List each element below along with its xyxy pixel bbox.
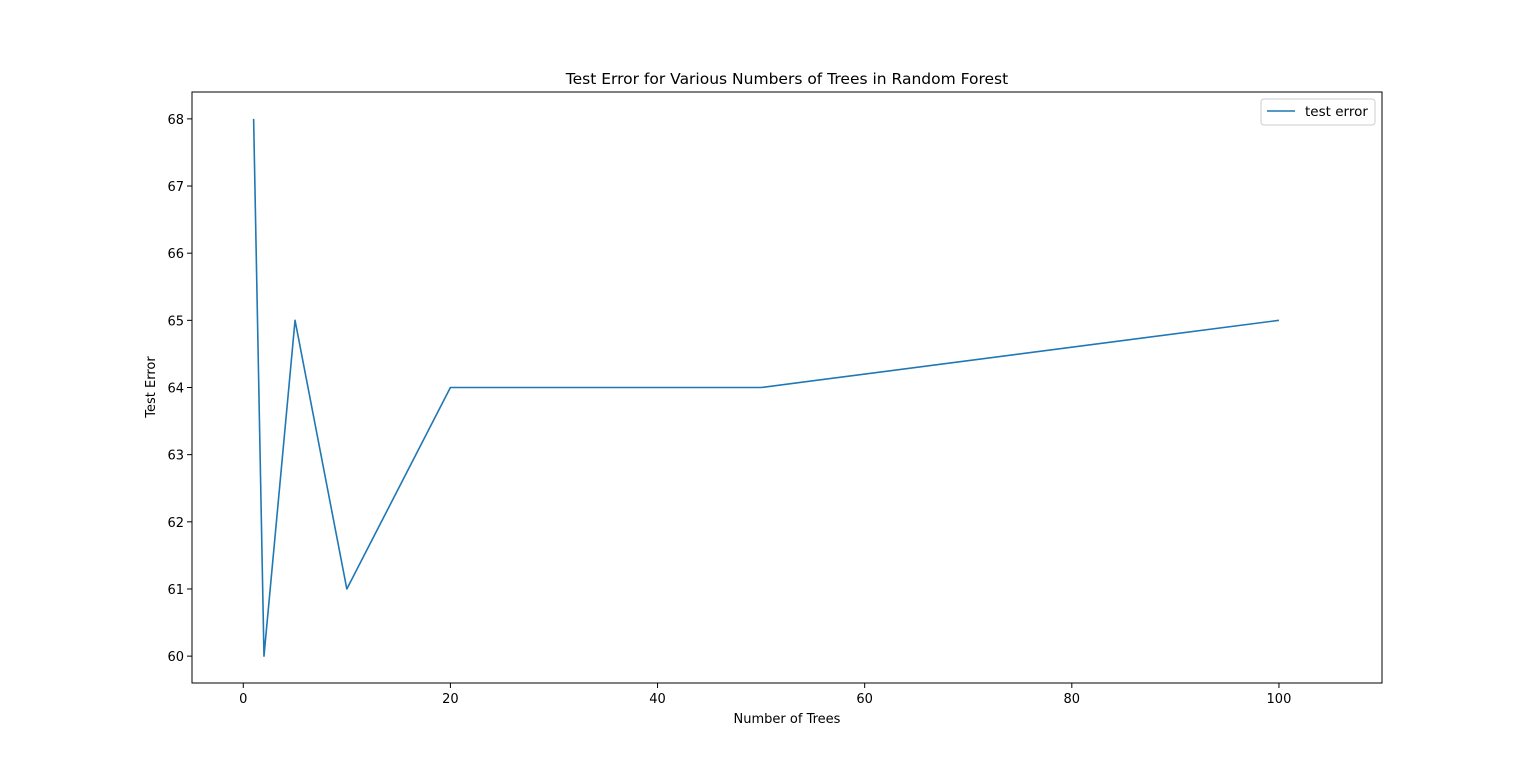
x-tick-label: 20: [442, 692, 459, 707]
x-tick-label: 40: [649, 692, 666, 707]
legend-label-test-error: test error: [1305, 104, 1368, 120]
y-tick-label: 62: [167, 516, 184, 531]
y-tick-label: 60: [167, 650, 184, 665]
y-tick-label: 66: [167, 247, 184, 262]
y-axis-ticks: 60 61 62 63 64 65 66 67 68: [167, 113, 192, 665]
series-line-test-error: [252, 118, 1280, 657]
x-axis-ticks: 0 20 40 60 80 100: [239, 683, 1291, 707]
x-tick-label: 80: [1064, 692, 1081, 707]
y-tick-label: 63: [167, 449, 184, 464]
y-tick-label: 65: [167, 314, 184, 329]
legend-box: [1260, 98, 1376, 126]
y-tick-label: 64: [167, 382, 184, 397]
chart-title: Test Error for Various Numbers of Trees …: [565, 70, 1008, 88]
x-tick-label: 0: [239, 692, 247, 707]
legend: test error: [1260, 98, 1376, 126]
y-tick-label: 61: [167, 583, 184, 598]
plot-area-frame: [191, 91, 1383, 684]
y-tick-label: 68: [167, 113, 184, 128]
y-axis-label: Test Error: [144, 356, 159, 419]
series-layer: [252, 118, 1280, 657]
x-axis-label: Number of Trees: [734, 712, 841, 727]
y-tick-label: 67: [167, 180, 184, 195]
x-tick-label: 100: [1267, 692, 1292, 707]
x-tick-label: 60: [856, 692, 873, 707]
